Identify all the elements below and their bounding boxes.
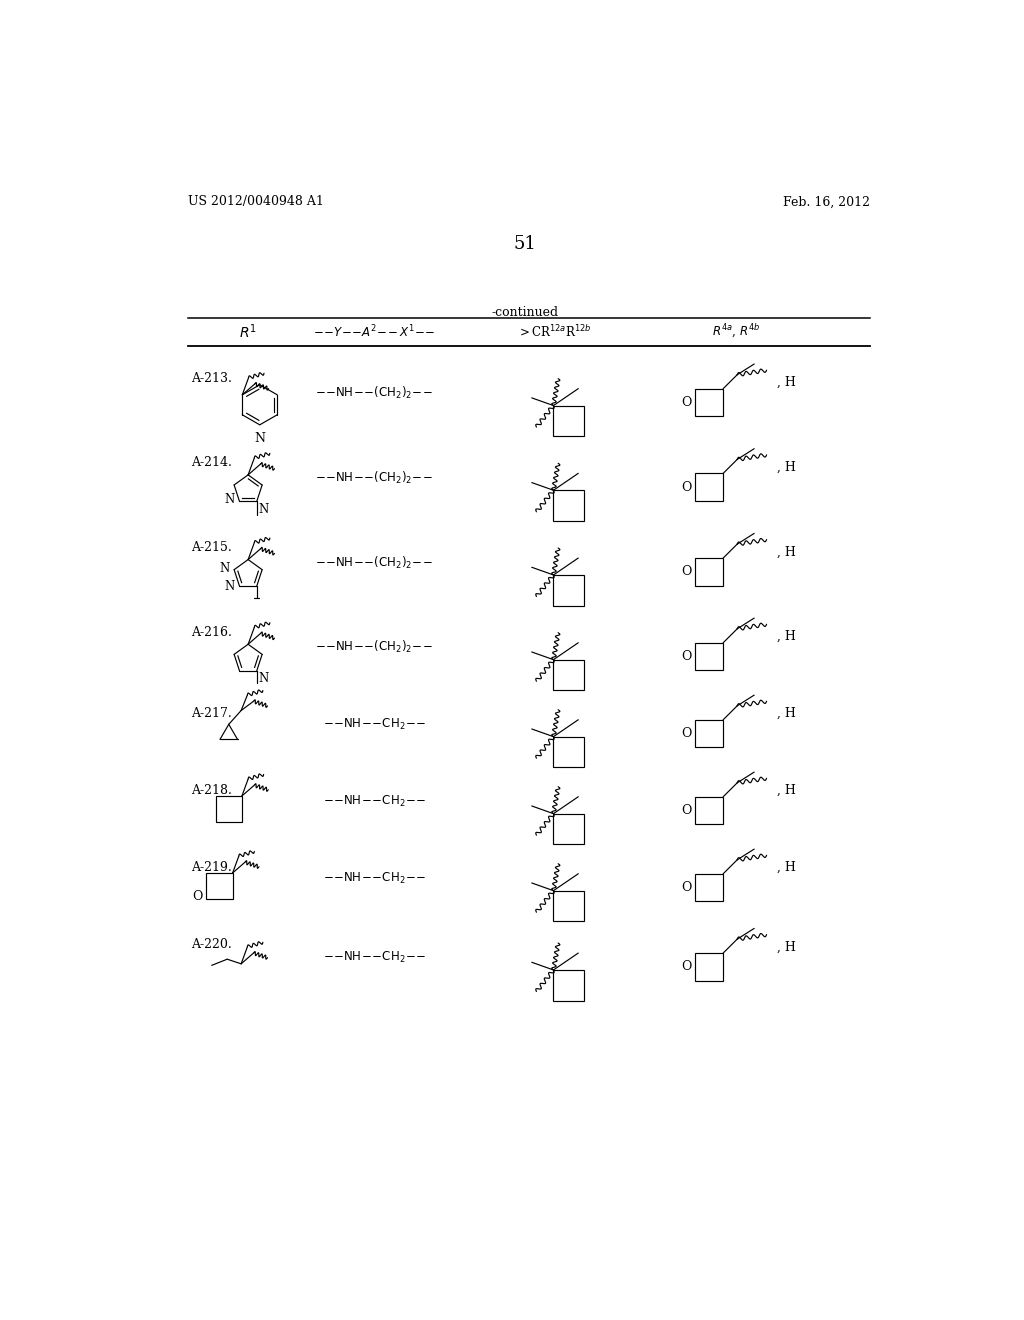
Text: $-\!-\!\mathrm{NH}\!-\!\!-\!(\mathrm{CH}_2)_2\!-\!\!-$: $-\!-\!\mathrm{NH}\!-\!\!-\!(\mathrm{CH}… bbox=[315, 639, 433, 656]
Text: A-220.: A-220. bbox=[191, 937, 232, 950]
Text: N: N bbox=[224, 579, 234, 593]
Text: , H: , H bbox=[777, 708, 797, 721]
Text: $-\!-\!\mathrm{NH}\!-\!\!-\!(\mathrm{CH}_2)_2\!-\!\!-$: $-\!-\!\mathrm{NH}\!-\!\!-\!(\mathrm{CH}… bbox=[315, 470, 433, 486]
Bar bbox=[554, 405, 585, 437]
Text: Feb. 16, 2012: Feb. 16, 2012 bbox=[783, 195, 870, 209]
Bar bbox=[206, 873, 232, 899]
Text: O: O bbox=[681, 961, 691, 973]
Text: $-\!-\!\mathrm{NH}\!-\!\!-\!\mathrm{CH}_2\!-\!\!-$: $-\!-\!\mathrm{NH}\!-\!\!-\!\mathrm{CH}_… bbox=[323, 950, 426, 965]
Text: O: O bbox=[681, 727, 691, 741]
Bar bbox=[554, 576, 585, 606]
Text: O: O bbox=[681, 565, 691, 578]
Text: $>$CR$^{12a}$R$^{12b}$: $>$CR$^{12a}$R$^{12b}$ bbox=[517, 323, 592, 339]
Text: N: N bbox=[254, 432, 265, 445]
Text: , H: , H bbox=[777, 861, 797, 874]
Bar bbox=[695, 719, 723, 747]
Text: N: N bbox=[258, 503, 268, 516]
Bar bbox=[695, 388, 723, 416]
Bar bbox=[695, 797, 723, 825]
Text: $-\!-\!\mathrm{NH}\!-\!\!-\!\mathrm{CH}_2\!-\!\!-$: $-\!-\!\mathrm{NH}\!-\!\!-\!\mathrm{CH}_… bbox=[323, 871, 426, 886]
Bar bbox=[554, 813, 585, 845]
Text: $-\!-\!\mathrm{NH}\!-\!\!-\!\mathrm{CH}_2\!-\!\!-$: $-\!-\!\mathrm{NH}\!-\!\!-\!\mathrm{CH}_… bbox=[323, 717, 426, 731]
Text: O: O bbox=[681, 396, 691, 409]
Text: $-\!-\!Y\!-\!\!-\!A^2\!-\!\!-X^1\!-\!\!-$: $-\!-\!Y\!-\!\!-\!A^2\!-\!\!-X^1\!-\!\!-… bbox=[313, 323, 436, 341]
Text: N: N bbox=[258, 672, 268, 685]
Text: , H: , H bbox=[777, 376, 797, 389]
Text: 51: 51 bbox=[513, 235, 537, 253]
Text: A-213.: A-213. bbox=[191, 372, 232, 384]
Text: , H: , H bbox=[777, 940, 797, 953]
Bar bbox=[695, 953, 723, 981]
Text: $-\!-\!\mathrm{NH}\!-\!\!-\!(\mathrm{CH}_2)_2\!-\!\!-$: $-\!-\!\mathrm{NH}\!-\!\!-\!(\mathrm{CH}… bbox=[315, 385, 433, 401]
Text: A-214.: A-214. bbox=[191, 457, 232, 470]
Bar bbox=[695, 474, 723, 502]
Text: , H: , H bbox=[777, 545, 797, 558]
Text: , H: , H bbox=[777, 784, 797, 797]
Text: $R^1$: $R^1$ bbox=[240, 322, 257, 341]
Bar bbox=[554, 970, 585, 1001]
Text: A-217.: A-217. bbox=[191, 706, 232, 719]
Text: A-219.: A-219. bbox=[191, 861, 232, 874]
Bar bbox=[695, 558, 723, 586]
Bar bbox=[695, 874, 723, 902]
Bar bbox=[554, 490, 585, 521]
Bar bbox=[216, 796, 242, 822]
Bar bbox=[554, 737, 585, 767]
Text: $-\!-\!\mathrm{NH}\!-\!\!-\!\mathrm{CH}_2\!-\!\!-$: $-\!-\!\mathrm{NH}\!-\!\!-\!\mathrm{CH}_… bbox=[323, 793, 426, 809]
Text: O: O bbox=[681, 649, 691, 663]
Text: A-215.: A-215. bbox=[191, 541, 232, 554]
Bar bbox=[695, 643, 723, 671]
Text: O: O bbox=[193, 890, 203, 903]
Text: , H: , H bbox=[777, 630, 797, 643]
Text: O: O bbox=[681, 480, 691, 494]
Text: $R^{4a}$, $R^{4b}$: $R^{4a}$, $R^{4b}$ bbox=[713, 323, 761, 341]
Text: , H: , H bbox=[777, 461, 797, 474]
Text: US 2012/0040948 A1: US 2012/0040948 A1 bbox=[188, 195, 325, 209]
Text: N: N bbox=[219, 561, 229, 574]
Text: -continued: -continued bbox=[492, 306, 558, 319]
Text: N: N bbox=[224, 494, 234, 507]
Text: O: O bbox=[681, 880, 691, 894]
Text: $-\!-\!\mathrm{NH}\!-\!\!-\!(\mathrm{CH}_2)_2\!-\!\!-$: $-\!-\!\mathrm{NH}\!-\!\!-\!(\mathrm{CH}… bbox=[315, 554, 433, 570]
Bar bbox=[554, 660, 585, 690]
Text: A-218.: A-218. bbox=[191, 784, 232, 797]
Bar bbox=[554, 891, 585, 921]
Text: A-216.: A-216. bbox=[191, 626, 232, 639]
Text: O: O bbox=[681, 804, 691, 817]
